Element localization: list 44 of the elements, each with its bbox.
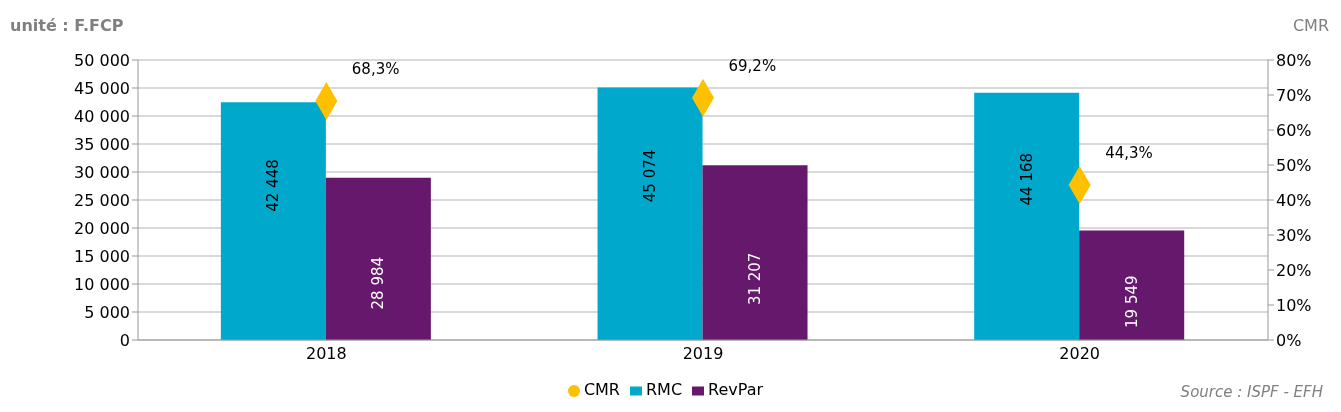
- y2-axis-title: CMR: [1292, 16, 1329, 35]
- data-label: 44,3%: [1105, 144, 1153, 163]
- y-tick-label: 30 000: [74, 162, 130, 182]
- bar: [220, 102, 326, 340]
- legend-label: RMC: [645, 380, 683, 399]
- x-tick-label: 2018: [305, 344, 347, 364]
- data-label: 28 984: [369, 256, 388, 310]
- y-tick-label: 15 000: [74, 246, 130, 266]
- y2-tick-label: 60%: [1276, 120, 1312, 140]
- y2-tick-label: 20%: [1276, 260, 1312, 280]
- y-tick-label: 0: [119, 330, 130, 350]
- y2-tick-label: 30%: [1276, 225, 1312, 245]
- bar: [974, 92, 1080, 340]
- data-label: 68,3%: [351, 60, 400, 79]
- y2-tick-label: 40%: [1276, 190, 1312, 210]
- data-label: 45 074: [641, 149, 660, 203]
- data-label: 42 448: [264, 159, 283, 212]
- y-tick-label: 5 000: [84, 302, 130, 322]
- y2-tick-label: 0%: [1276, 330, 1302, 350]
- y-tick-label: 50 000: [74, 50, 130, 70]
- bar: [597, 87, 703, 340]
- legend-label: CMR: [583, 380, 620, 399]
- y2-tick-label: 70%: [1276, 85, 1312, 105]
- y2-tick-label: 10%: [1276, 295, 1312, 315]
- bar: [1079, 230, 1185, 340]
- data-label: 44 168: [1017, 152, 1036, 206]
- y-tick-label: 40 000: [74, 106, 130, 126]
- y-tick-label: 35 000: [74, 134, 130, 154]
- data-label: 31 207: [746, 252, 765, 306]
- y2-tick-label: 50%: [1276, 155, 1312, 175]
- y-tick-label: 45 000: [74, 78, 130, 98]
- y-tick-label: 25 000: [74, 190, 130, 210]
- source-note: Source : ISPF - EFH: [1180, 383, 1323, 401]
- data-label: 69,2%: [728, 57, 777, 76]
- y-tick-label: 20 000: [74, 218, 130, 238]
- data-label: 19 549: [1122, 275, 1141, 328]
- bar: [702, 165, 808, 340]
- x-tick-label: 2019: [682, 344, 724, 364]
- y-axis-title: unité : F.FCP: [10, 16, 124, 35]
- bar: [325, 177, 431, 340]
- y-tick-label: 10 000: [74, 274, 130, 294]
- y2-tick-label: 80%: [1276, 50, 1312, 70]
- legend-label: RevPar: [708, 380, 764, 399]
- x-tick-label: 2020: [1059, 344, 1101, 364]
